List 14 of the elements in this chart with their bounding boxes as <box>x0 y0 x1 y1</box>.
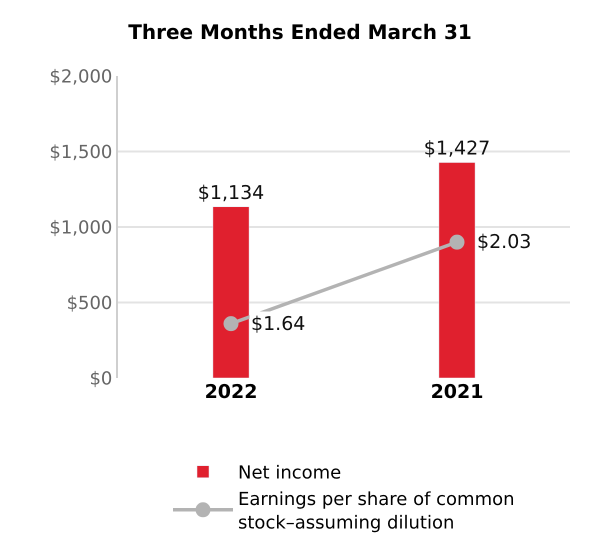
data-label: $2.03 <box>477 231 532 253</box>
data-label: $1,427 <box>424 138 490 160</box>
x-tick-label: 2021 <box>430 381 484 403</box>
legend-label: Net income <box>238 462 342 484</box>
y-tick-label: $500 <box>66 292 112 314</box>
chart-title: Three Months Ended March 31 <box>128 20 472 44</box>
y-tick-label: $1,000 <box>49 217 112 238</box>
data-label: $1.64 <box>251 313 306 335</box>
y-tick-label: $1,500 <box>49 142 112 163</box>
y-tick-label: $2,000 <box>49 66 112 88</box>
y-tick-label: $0 <box>89 368 112 390</box>
data-label: $1,134 <box>198 182 264 204</box>
legend-label: Earnings per share of common stock–assuming dilution <box>238 489 515 534</box>
x-tick-label: 2022 <box>204 381 258 403</box>
